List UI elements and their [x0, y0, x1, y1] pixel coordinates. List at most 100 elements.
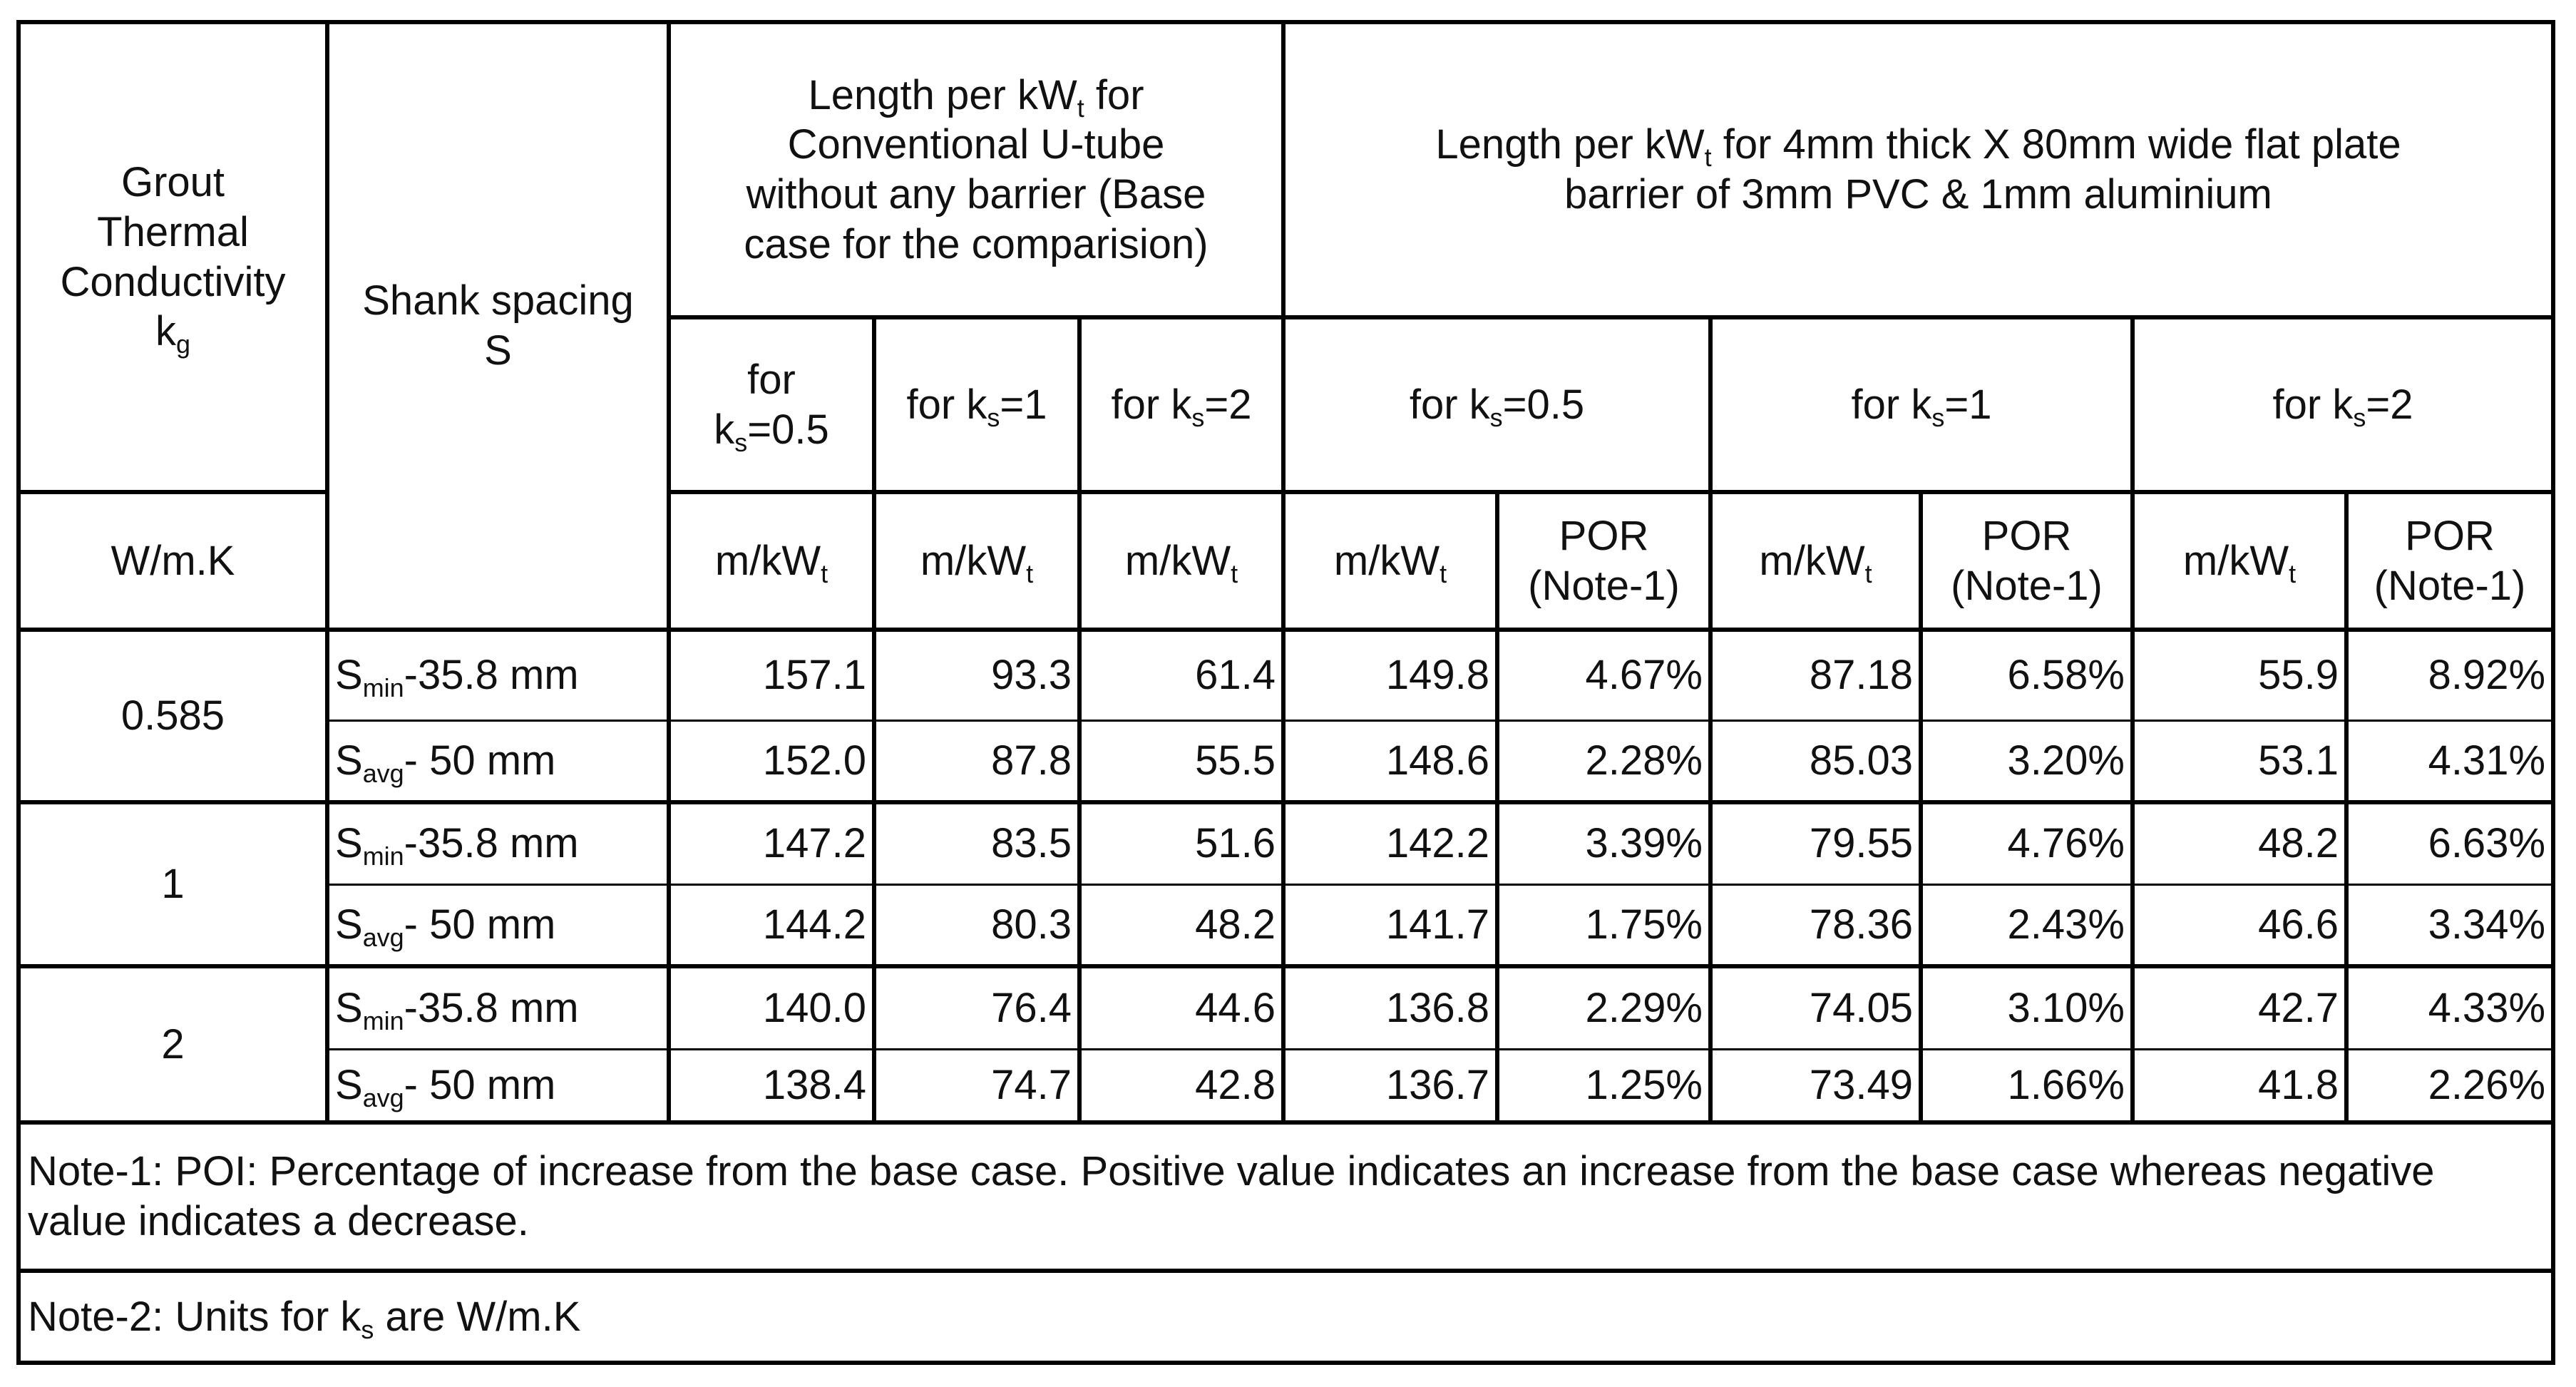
unit-header: m/kWt: [1281, 490, 1500, 632]
table-body: Grout Thermal Conductivity kg Shank spaci…: [16, 20, 2556, 1365]
subscript: g: [176, 329, 190, 359]
value-cell: 144.2: [667, 883, 876, 968]
text-part: - 50 mm: [404, 901, 556, 948]
text-part: are W/m.K: [374, 1293, 581, 1340]
subscript: avg: [362, 922, 404, 952]
kg-cell: 2: [16, 964, 329, 1125]
text-part: for Conventional U-tube without any barr…: [744, 71, 1209, 267]
value-cell: 55.9: [2130, 628, 2349, 722]
note: Note-1: POI: Percentage of increase from…: [16, 1120, 2556, 1273]
text-part: Shank spacing S: [362, 277, 634, 374]
text-part: =0.5: [747, 406, 829, 453]
table-row: 0.585 Smin-35.8 mm 157.1 93.3 61.4 149.8 4.67%…: [16, 628, 2556, 804]
subscript: avg: [362, 758, 404, 788]
value-cell: 4.67%: [1495, 628, 1713, 722]
unit-header: m/kWt: [1077, 490, 1286, 632]
unit-header: m/kWt: [872, 490, 1082, 632]
subscript: min: [362, 841, 404, 871]
value-cell: 74.7: [872, 1048, 1082, 1125]
value-cell: 3.20%: [1919, 719, 2135, 804]
table-row: Savg- 50 mm 144.2 80.3 48.2 141.7 1.75% 78.36 2…: [19, 883, 2556, 968]
subscript: t: [1077, 93, 1084, 123]
text-part: S: [335, 820, 363, 867]
text-part: POR (Note-1): [1951, 512, 2103, 609]
text-part: S: [335, 737, 363, 784]
value-cell: 149.8: [1281, 628, 1500, 722]
results-table: Grout Thermal Conductivity kg Shank spaci…: [16, 20, 2556, 1365]
text-part: m/kW: [1759, 537, 1865, 584]
spacing-cell: Savg- 50 mm: [325, 1048, 671, 1125]
text-part: for k: [2272, 381, 2354, 428]
subscript: s: [1931, 402, 1945, 432]
spacing-cell: Smin-35.8 mm: [325, 800, 671, 886]
value-cell: 87.18: [1708, 628, 1924, 722]
table-row: Note-2: Units for ks are W/m.K: [16, 1269, 2556, 1365]
value-cell: 76.4: [872, 964, 1082, 1050]
unit-header: POR (Note-1): [1495, 490, 1713, 632]
text-part: =2: [2366, 381, 2413, 428]
subscript: s: [1191, 402, 1205, 432]
text-part: Note-2: Units for k: [28, 1293, 361, 1340]
text-part: - 50 mm: [404, 737, 556, 784]
kg-cell: 1: [16, 800, 329, 968]
value-cell: 4.76%: [1919, 800, 2135, 886]
ks-header: for ks=1: [1708, 315, 2135, 494]
ks-header: for ks=2: [1077, 315, 1286, 494]
value-cell: 1.66%: [1919, 1048, 2135, 1125]
subscript: s: [734, 427, 748, 457]
text-part: Grout Thermal Conductivity k: [60, 159, 286, 355]
value-cell: 4.31%: [2344, 719, 2556, 804]
subscript: t: [821, 558, 828, 588]
value-cell: 61.4: [1077, 628, 1286, 722]
value-cell: 48.2: [2130, 800, 2349, 886]
value-cell: 3.34%: [2344, 883, 2556, 968]
subscript: t: [1440, 558, 1447, 588]
table-row: 2 Smin-35.8 mm 140.0 76.4 44.6 136.8 2.29% 74.0…: [16, 964, 2556, 1125]
value-cell: 3.39%: [1495, 800, 1713, 886]
value-cell: 55.5: [1077, 719, 1286, 804]
table-row: for ks=0.5 for ks=1 for ks=2 for ks=0.5 for …: [19, 315, 2556, 494]
value-cell: 44.6: [1077, 964, 1286, 1050]
value-cell: 142.2: [1281, 800, 1500, 886]
unit-header: m/kWt: [2130, 490, 2349, 632]
unit-header: POR (Note-1): [1919, 490, 2135, 632]
text-part: for 4mm thick X 80mm wide flat plate bar…: [1564, 121, 2401, 217]
table-row: Note-1: POI: Percentage of increase from…: [16, 1120, 2556, 1273]
text-part: S: [335, 901, 363, 948]
text-part: -35.8 mm: [404, 820, 579, 867]
ks-header: for ks=0.5: [1281, 315, 1713, 494]
spacing-cell: Smin-35.8 mm: [325, 628, 671, 722]
spacing-cell: Smin-35.8 mm: [325, 964, 671, 1050]
value-cell: 2.28%: [1495, 719, 1713, 804]
unit-header: POR (Note-1): [2344, 490, 2556, 632]
ks-header: for ks=2: [2130, 315, 2556, 494]
value-cell: 73.49: [1708, 1048, 1924, 1125]
subscript: avg: [362, 1083, 404, 1112]
value-cell: 42.7: [2130, 964, 2349, 1050]
subscript: s: [1489, 402, 1503, 432]
value-cell: 152.0: [667, 719, 876, 804]
value-cell: 8.92%: [2344, 628, 2556, 722]
text-part: =0.5: [1502, 381, 1585, 428]
subscript: min: [362, 1005, 404, 1035]
table-row: Grout Thermal Conductivity kg Shank spaci…: [16, 20, 2556, 632]
table-row: Savg- 50 mm 138.4 74.7 42.8 136.7 1.25% 73.49 1…: [19, 1048, 2556, 1125]
value-cell: 41.8: [2130, 1048, 2349, 1125]
value-cell: 83.5: [872, 800, 1082, 886]
value-cell: 138.4: [667, 1048, 876, 1125]
text-part: m/kW: [714, 537, 821, 584]
text-part: m/kW: [920, 537, 1027, 584]
subscript: t: [2289, 558, 2297, 588]
text-part: =2: [1204, 381, 1252, 428]
unit-header: m/kWt: [667, 490, 876, 632]
unit-header: m/kWt: [1708, 490, 1924, 632]
text-part: - 50 mm: [404, 1061, 556, 1108]
value-cell: 46.6: [2130, 883, 2349, 968]
value-cell: 2.43%: [1919, 883, 2135, 968]
text-part: -35.8 mm: [404, 984, 579, 1031]
value-cell: 148.6: [1281, 719, 1500, 804]
subscript: s: [2353, 402, 2366, 432]
value-cell: 74.05: [1708, 964, 1924, 1050]
barrier-header: Length per kWt for 4mm thick X 80mm wide…: [1281, 20, 2556, 319]
value-cell: 4.33%: [2344, 964, 2556, 1050]
